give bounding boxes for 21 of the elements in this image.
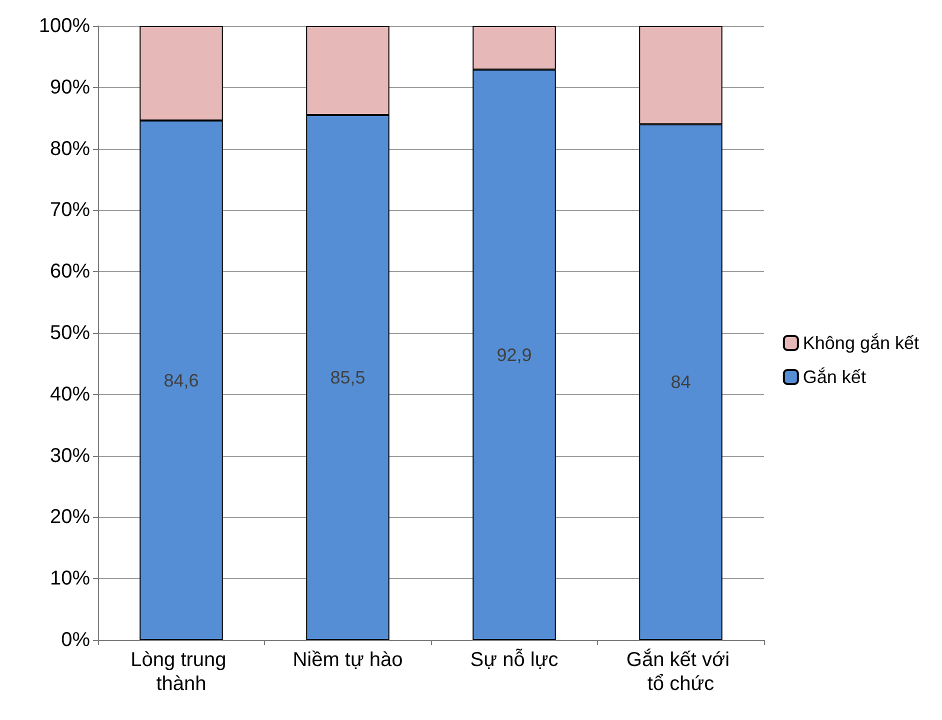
x-tick-label: Sự nỗ lực: [470, 648, 558, 671]
y-tick-label: 80%: [50, 138, 90, 160]
legend-label: Không gắn kết: [802, 333, 920, 353]
y-tick-label: 60%: [50, 260, 90, 283]
x-tick-label: Lòng trung thành: [130, 649, 232, 695]
y-tick-label: 10%: [50, 568, 90, 590]
y-tick-label: 50%: [50, 322, 90, 344]
x-tick-label: Gắn kết với tổ chức: [626, 648, 736, 695]
y-tick-label: 100%: [38, 15, 90, 37]
y-tick-label: 20%: [50, 506, 90, 528]
x-tick-label: Niềm tự hào: [292, 649, 403, 671]
legend-label: Gắn kết: [802, 367, 866, 387]
y-tick-label: 70%: [50, 199, 90, 222]
y-tick-label: 90%: [50, 76, 90, 98]
data-label: 85,5: [330, 368, 366, 388]
data-label: 84: [670, 372, 691, 392]
y-tick-label: 40%: [50, 383, 90, 406]
data-label: 84,6: [164, 370, 199, 390]
y-tick-label: 30%: [50, 444, 90, 467]
data-label: 92,9: [496, 344, 532, 365]
y-tick-label: 0%: [61, 629, 90, 651]
